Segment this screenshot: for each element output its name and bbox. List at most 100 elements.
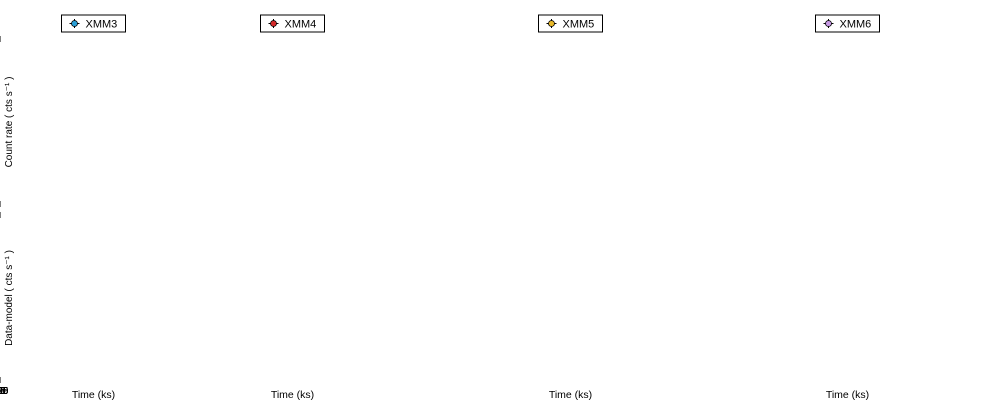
- data-point: [0, 184, 3, 190]
- data-point: [0, 178, 3, 184]
- residual-point: [0, 297, 3, 303]
- residual-point: [0, 324, 3, 330]
- data-point: [0, 141, 3, 147]
- data-point: [0, 183, 3, 189]
- residual-point: [0, 301, 3, 307]
- x-axis-label: Time (ks): [549, 389, 592, 401]
- data-point: [0, 175, 3, 181]
- data-point: [0, 179, 3, 185]
- data-point: [0, 188, 3, 194]
- data-point: [0, 184, 3, 190]
- data-point: [0, 182, 3, 188]
- data-point: [0, 180, 3, 186]
- data-point: [0, 184, 3, 190]
- legend-label: XMM4: [285, 19, 317, 31]
- data-point: [0, 177, 3, 183]
- residual-point: [0, 292, 3, 298]
- data-point: [0, 178, 3, 184]
- data-point: [0, 191, 3, 197]
- data-point: [0, 170, 3, 176]
- data-point: [0, 174, 3, 180]
- residual-point: [0, 270, 3, 276]
- data-point: [0, 174, 3, 180]
- data-point: [0, 185, 3, 191]
- residual-point: [0, 260, 3, 266]
- residual-point: [0, 270, 3, 276]
- residual-point: [0, 329, 3, 335]
- data-point: [0, 140, 3, 146]
- residual-point: [0, 297, 3, 303]
- residual-point: [0, 306, 3, 312]
- data-point: [0, 184, 3, 190]
- data-point: [0, 182, 3, 188]
- residual-point: [0, 292, 3, 298]
- data-point: [0, 189, 3, 195]
- residual-point: [0, 279, 3, 285]
- data-point: [0, 175, 3, 181]
- residual-point: [0, 292, 3, 298]
- data-point: [0, 181, 3, 187]
- data-point: [0, 176, 3, 182]
- data-point: [0, 181, 3, 187]
- residual-point: [0, 274, 3, 280]
- data-point: [0, 180, 3, 186]
- residual-point: [0, 310, 3, 316]
- data-point: [0, 186, 3, 192]
- data-point: [0, 181, 3, 187]
- data-point: [0, 176, 3, 182]
- data-point: [0, 176, 3, 182]
- data-point: [0, 157, 3, 163]
- data-point: [0, 181, 3, 187]
- residual-point: [0, 292, 3, 298]
- data-point: [0, 182, 3, 188]
- residual-point: [0, 306, 3, 312]
- data-point: [0, 71, 3, 77]
- data-point: [0, 190, 3, 196]
- data-point: [0, 181, 3, 187]
- data-point: [0, 180, 3, 186]
- residual-point: [0, 297, 3, 303]
- data-point: [0, 132, 3, 138]
- data-point: [0, 190, 3, 196]
- data-point: [0, 178, 3, 184]
- data-point: [0, 116, 3, 122]
- data-point: [0, 188, 3, 194]
- data-point: [0, 180, 3, 186]
- top-y-axis-label: Count rate ( cts s⁻¹ ): [4, 77, 15, 168]
- residual-point: [0, 310, 3, 316]
- data-point: [0, 137, 3, 143]
- data-point: [0, 182, 3, 188]
- residual-point: [0, 315, 3, 321]
- data-point: [0, 110, 3, 116]
- data-point: [0, 121, 3, 127]
- residual-point: [0, 347, 3, 353]
- residual-point: [0, 274, 3, 280]
- data-point: [0, 151, 3, 157]
- data-point: [0, 175, 3, 181]
- residual-point: [0, 342, 3, 348]
- x-axis-label: Time (ks): [72, 389, 115, 401]
- data-point: [0, 177, 3, 183]
- data-point: [0, 175, 3, 181]
- data-point: [0, 174, 3, 180]
- residual-point: [0, 310, 3, 316]
- data-point: [0, 166, 3, 172]
- data-point: [0, 180, 3, 186]
- data-point: [0, 179, 3, 185]
- residual-point: [0, 292, 3, 298]
- data-point: [0, 187, 3, 193]
- data-point: [0, 183, 3, 189]
- data-point: [0, 179, 3, 185]
- residual-point: [0, 274, 3, 280]
- data-point: [0, 179, 3, 185]
- data-point: [0, 187, 3, 193]
- data-point: [0, 160, 3, 166]
- data-point: [0, 179, 3, 185]
- data-point: [0, 184, 3, 190]
- data-point: [0, 145, 3, 151]
- residual-point: [0, 279, 3, 285]
- data-point: [0, 175, 3, 181]
- residual-point: [0, 279, 3, 285]
- data-point: [0, 174, 3, 180]
- residual-point: [0, 329, 3, 335]
